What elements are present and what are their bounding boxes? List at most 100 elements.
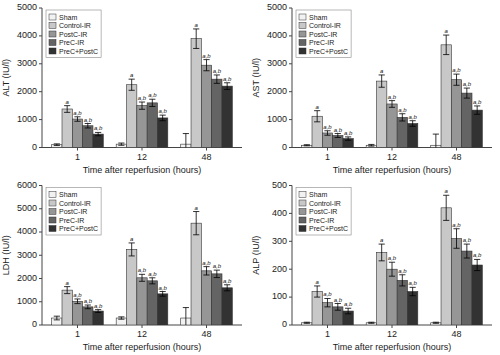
annotation: a,b — [213, 263, 222, 269]
annotation: a,b — [94, 125, 103, 131]
legend-label: Control-IR — [59, 200, 91, 207]
error-bar — [54, 316, 60, 320]
x-tick-label: 1 — [75, 329, 80, 339]
bar — [191, 223, 201, 325]
x-axis: 11248Time after reperfusion (hours) — [292, 148, 492, 175]
error-bar — [224, 83, 230, 90]
legend-swatch — [299, 23, 306, 29]
error-bar — [139, 102, 145, 109]
error-bar — [443, 195, 449, 220]
legend-swatch — [49, 48, 56, 54]
annotation: a,b — [223, 278, 232, 284]
y-tick-label: 4000 — [17, 30, 37, 40]
error-bar — [464, 88, 470, 98]
error-bar — [85, 124, 91, 128]
legend-swatch — [49, 23, 56, 29]
x-axis: 11248Time after reperfusion (hours) — [292, 325, 492, 352]
x-axis: 11248Time after reperfusion (hours) — [42, 325, 242, 352]
bar — [157, 294, 167, 325]
error-bar — [443, 35, 449, 55]
error-bar — [304, 145, 310, 146]
legend-label: PreC+PostC — [59, 48, 98, 55]
bar — [462, 93, 472, 147]
y-axis-line — [42, 8, 43, 148]
annotation: a,b — [158, 108, 167, 114]
annotation: a,b — [334, 297, 343, 303]
bar — [147, 281, 157, 325]
annotation: a,b — [202, 260, 211, 266]
x-tick-label: 48 — [452, 329, 462, 339]
error-bar — [224, 285, 230, 291]
error-bar — [399, 114, 405, 121]
error-bar — [304, 322, 310, 323]
annotation: a — [315, 279, 319, 285]
legend-swatch — [299, 200, 306, 206]
annotation: a,b — [323, 291, 332, 297]
error-bar — [324, 131, 330, 135]
error-bar — [335, 304, 341, 311]
annotation: a — [130, 72, 134, 78]
annotation: a,b — [334, 127, 343, 133]
legend-swatch — [299, 217, 306, 223]
y-tick-label: 4000 — [267, 30, 287, 40]
legend-label: PreC-IR — [59, 217, 84, 224]
error-bar — [453, 74, 459, 85]
error-bar — [410, 121, 416, 127]
bar — [387, 104, 397, 148]
annotation: a,b — [158, 285, 167, 291]
legend-swatch — [49, 192, 56, 198]
annotation: a,b — [473, 252, 482, 258]
x-tick-label: 12 — [137, 329, 147, 339]
y-tick-label: 2000 — [17, 273, 37, 283]
bar — [441, 208, 451, 325]
x-tick — [77, 325, 78, 328]
legend-swatch — [49, 226, 56, 232]
error-bar — [474, 259, 480, 270]
annotation: a,b — [463, 237, 472, 243]
error-bar — [453, 229, 459, 249]
y-tick-label: 3000 — [17, 58, 37, 68]
bar — [397, 280, 407, 325]
x-tick-label: 12 — [387, 329, 397, 339]
x-tick-label: 1 — [75, 152, 80, 162]
bar — [127, 249, 137, 325]
y-axis: 0100200300400500ALP (IU/l) — [251, 180, 292, 330]
legend-swatch — [299, 40, 306, 46]
annotation: a,b — [73, 292, 82, 298]
error-bar — [345, 137, 351, 140]
annotation: a,b — [148, 92, 157, 98]
annotation: a,b — [398, 268, 407, 274]
legend-swatch — [299, 31, 306, 37]
figure: 010002000300040005000ALT (IU/l)11248Time… — [0, 0, 500, 355]
x-tick-label: 12 — [387, 152, 397, 162]
annotation: a,b — [138, 267, 147, 273]
annotation: a,b — [223, 76, 232, 82]
y-tick-label: 500 — [272, 180, 287, 190]
legend-label: PreC-IR — [309, 217, 334, 224]
bar — [62, 109, 72, 148]
bar — [127, 85, 137, 148]
x-tick — [392, 148, 393, 151]
annotation: a,b — [84, 117, 93, 123]
error-bar — [129, 243, 135, 256]
annotation: a,b — [452, 222, 461, 228]
annotation: a,b — [84, 298, 93, 304]
y-tick-label: 5000 — [17, 2, 37, 12]
error-bar — [433, 322, 439, 323]
annotation: a,b — [473, 99, 482, 105]
y-tick-label: 1000 — [17, 114, 37, 124]
error-bar — [389, 262, 395, 276]
error-bar — [203, 267, 209, 275]
y-tick-label: 100 — [272, 291, 287, 301]
plot-area — [302, 35, 483, 147]
legend-swatch — [299, 192, 306, 198]
error-bar — [118, 143, 124, 145]
legend-label: Control-IR — [309, 200, 341, 207]
y-tick-label: 1000 — [17, 296, 37, 306]
y-tick-label: 0 — [282, 319, 287, 329]
bar — [451, 239, 461, 325]
error-bar — [314, 111, 320, 122]
annotation: a — [380, 237, 384, 243]
legend-label: PostC-IR — [59, 208, 87, 215]
legend-label: PreC-IR — [59, 39, 84, 46]
